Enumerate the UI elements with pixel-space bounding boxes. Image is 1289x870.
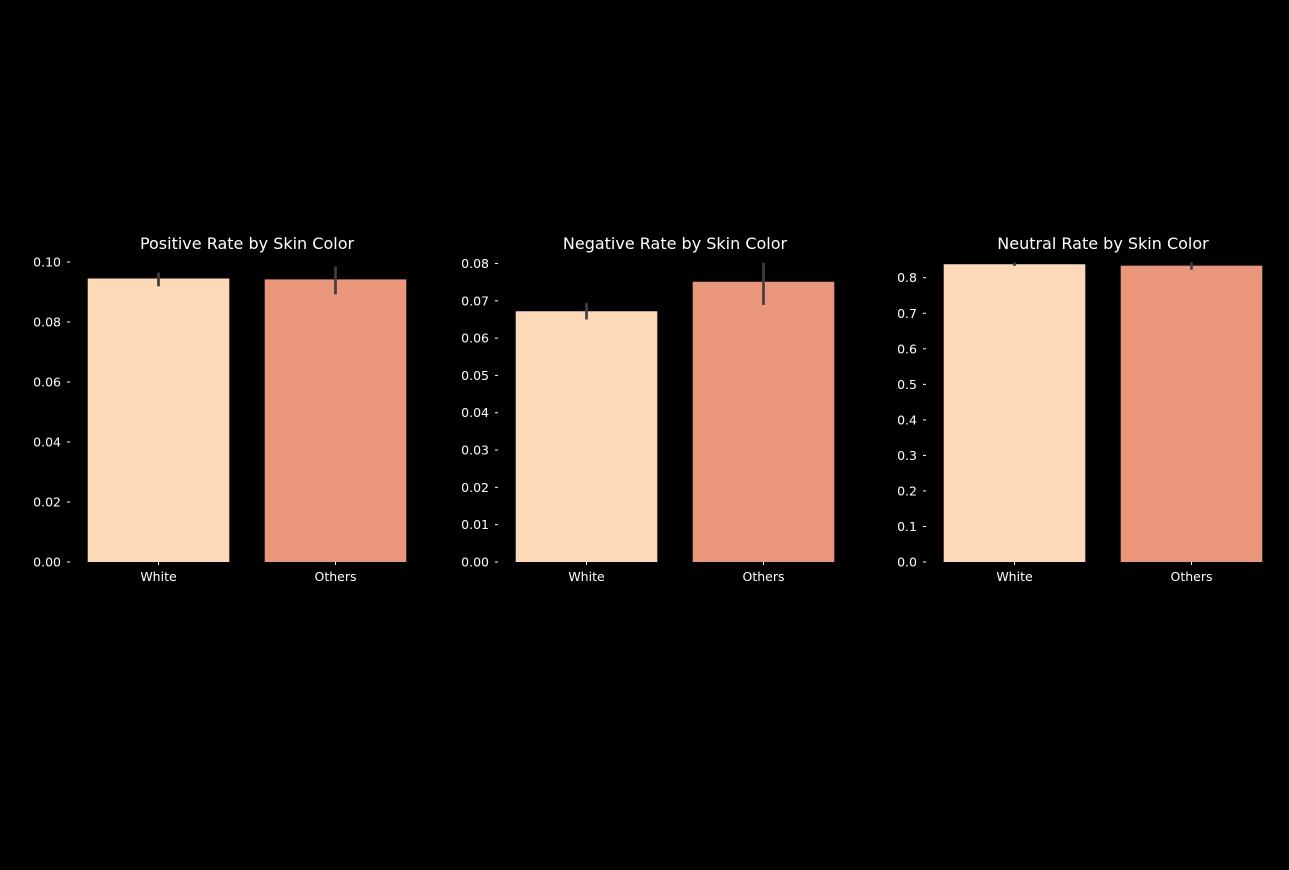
y-tick-label: 0.5 xyxy=(897,377,917,392)
y-tick-label: 0.6 xyxy=(897,341,917,356)
chart-title: Negative Rate by Skin Color xyxy=(563,234,788,253)
y-tick-label: 0.10 xyxy=(33,255,61,270)
y-tick-label: 0.02 xyxy=(461,480,489,495)
x-tick-label: Others xyxy=(314,569,356,584)
negative-rate-chart: Negative Rate by Skin Color 0.00 0.01 0.02… xyxy=(461,234,835,584)
y-tick-label: 0.0 xyxy=(897,555,917,570)
bar-white xyxy=(515,311,658,562)
bar-white xyxy=(87,278,230,562)
chart-title: Positive Rate by Skin Color xyxy=(140,234,355,253)
bar-others xyxy=(264,279,407,562)
y-tick-label: 0.02 xyxy=(33,495,61,510)
y-tick-label: 0.00 xyxy=(461,555,489,570)
y-tick-label: 0.06 xyxy=(33,375,61,390)
y-tick-label: 0.4 xyxy=(897,412,917,427)
y-tick-label: 0.05 xyxy=(461,368,489,383)
bar-white xyxy=(943,264,1086,562)
y-tick-label: 0.1 xyxy=(897,519,917,534)
x-tick-label: Others xyxy=(1170,569,1212,584)
y-tick-label: 0.3 xyxy=(897,448,917,463)
y-tick-label: 0.04 xyxy=(461,405,489,420)
y-tick-label: 0.07 xyxy=(461,293,489,308)
y-tick-label: 0.2 xyxy=(897,483,917,498)
y-tick-label: 0.01 xyxy=(461,517,489,532)
x-tick-label: White xyxy=(140,569,177,584)
x-tick-label: Others xyxy=(742,569,784,584)
y-tick-label: 0.08 xyxy=(461,256,489,271)
y-tick-label: 0.8 xyxy=(897,270,917,285)
y-tick-label: 0.7 xyxy=(897,306,917,321)
x-tick-label: White xyxy=(568,569,605,584)
neutral-rate-chart: Neutral Rate by Skin Color 0.0 0.1 0.2 0.3 0… xyxy=(897,234,1263,584)
y-tick-label: 0.04 xyxy=(33,435,61,450)
y-tick-label: 0.03 xyxy=(461,443,489,458)
bar-others xyxy=(1120,265,1263,562)
y-tick-label: 0.06 xyxy=(461,331,489,346)
x-tick-label: White xyxy=(996,569,1033,584)
bar-others xyxy=(692,281,835,562)
y-tick-label: 0.08 xyxy=(33,315,61,330)
chart-title: Neutral Rate by Skin Color xyxy=(997,234,1209,253)
y-tick-label: 0.00 xyxy=(33,555,61,570)
positive-rate-chart: Positive Rate by Skin Color 0.00 0.02 0.04… xyxy=(33,234,407,584)
